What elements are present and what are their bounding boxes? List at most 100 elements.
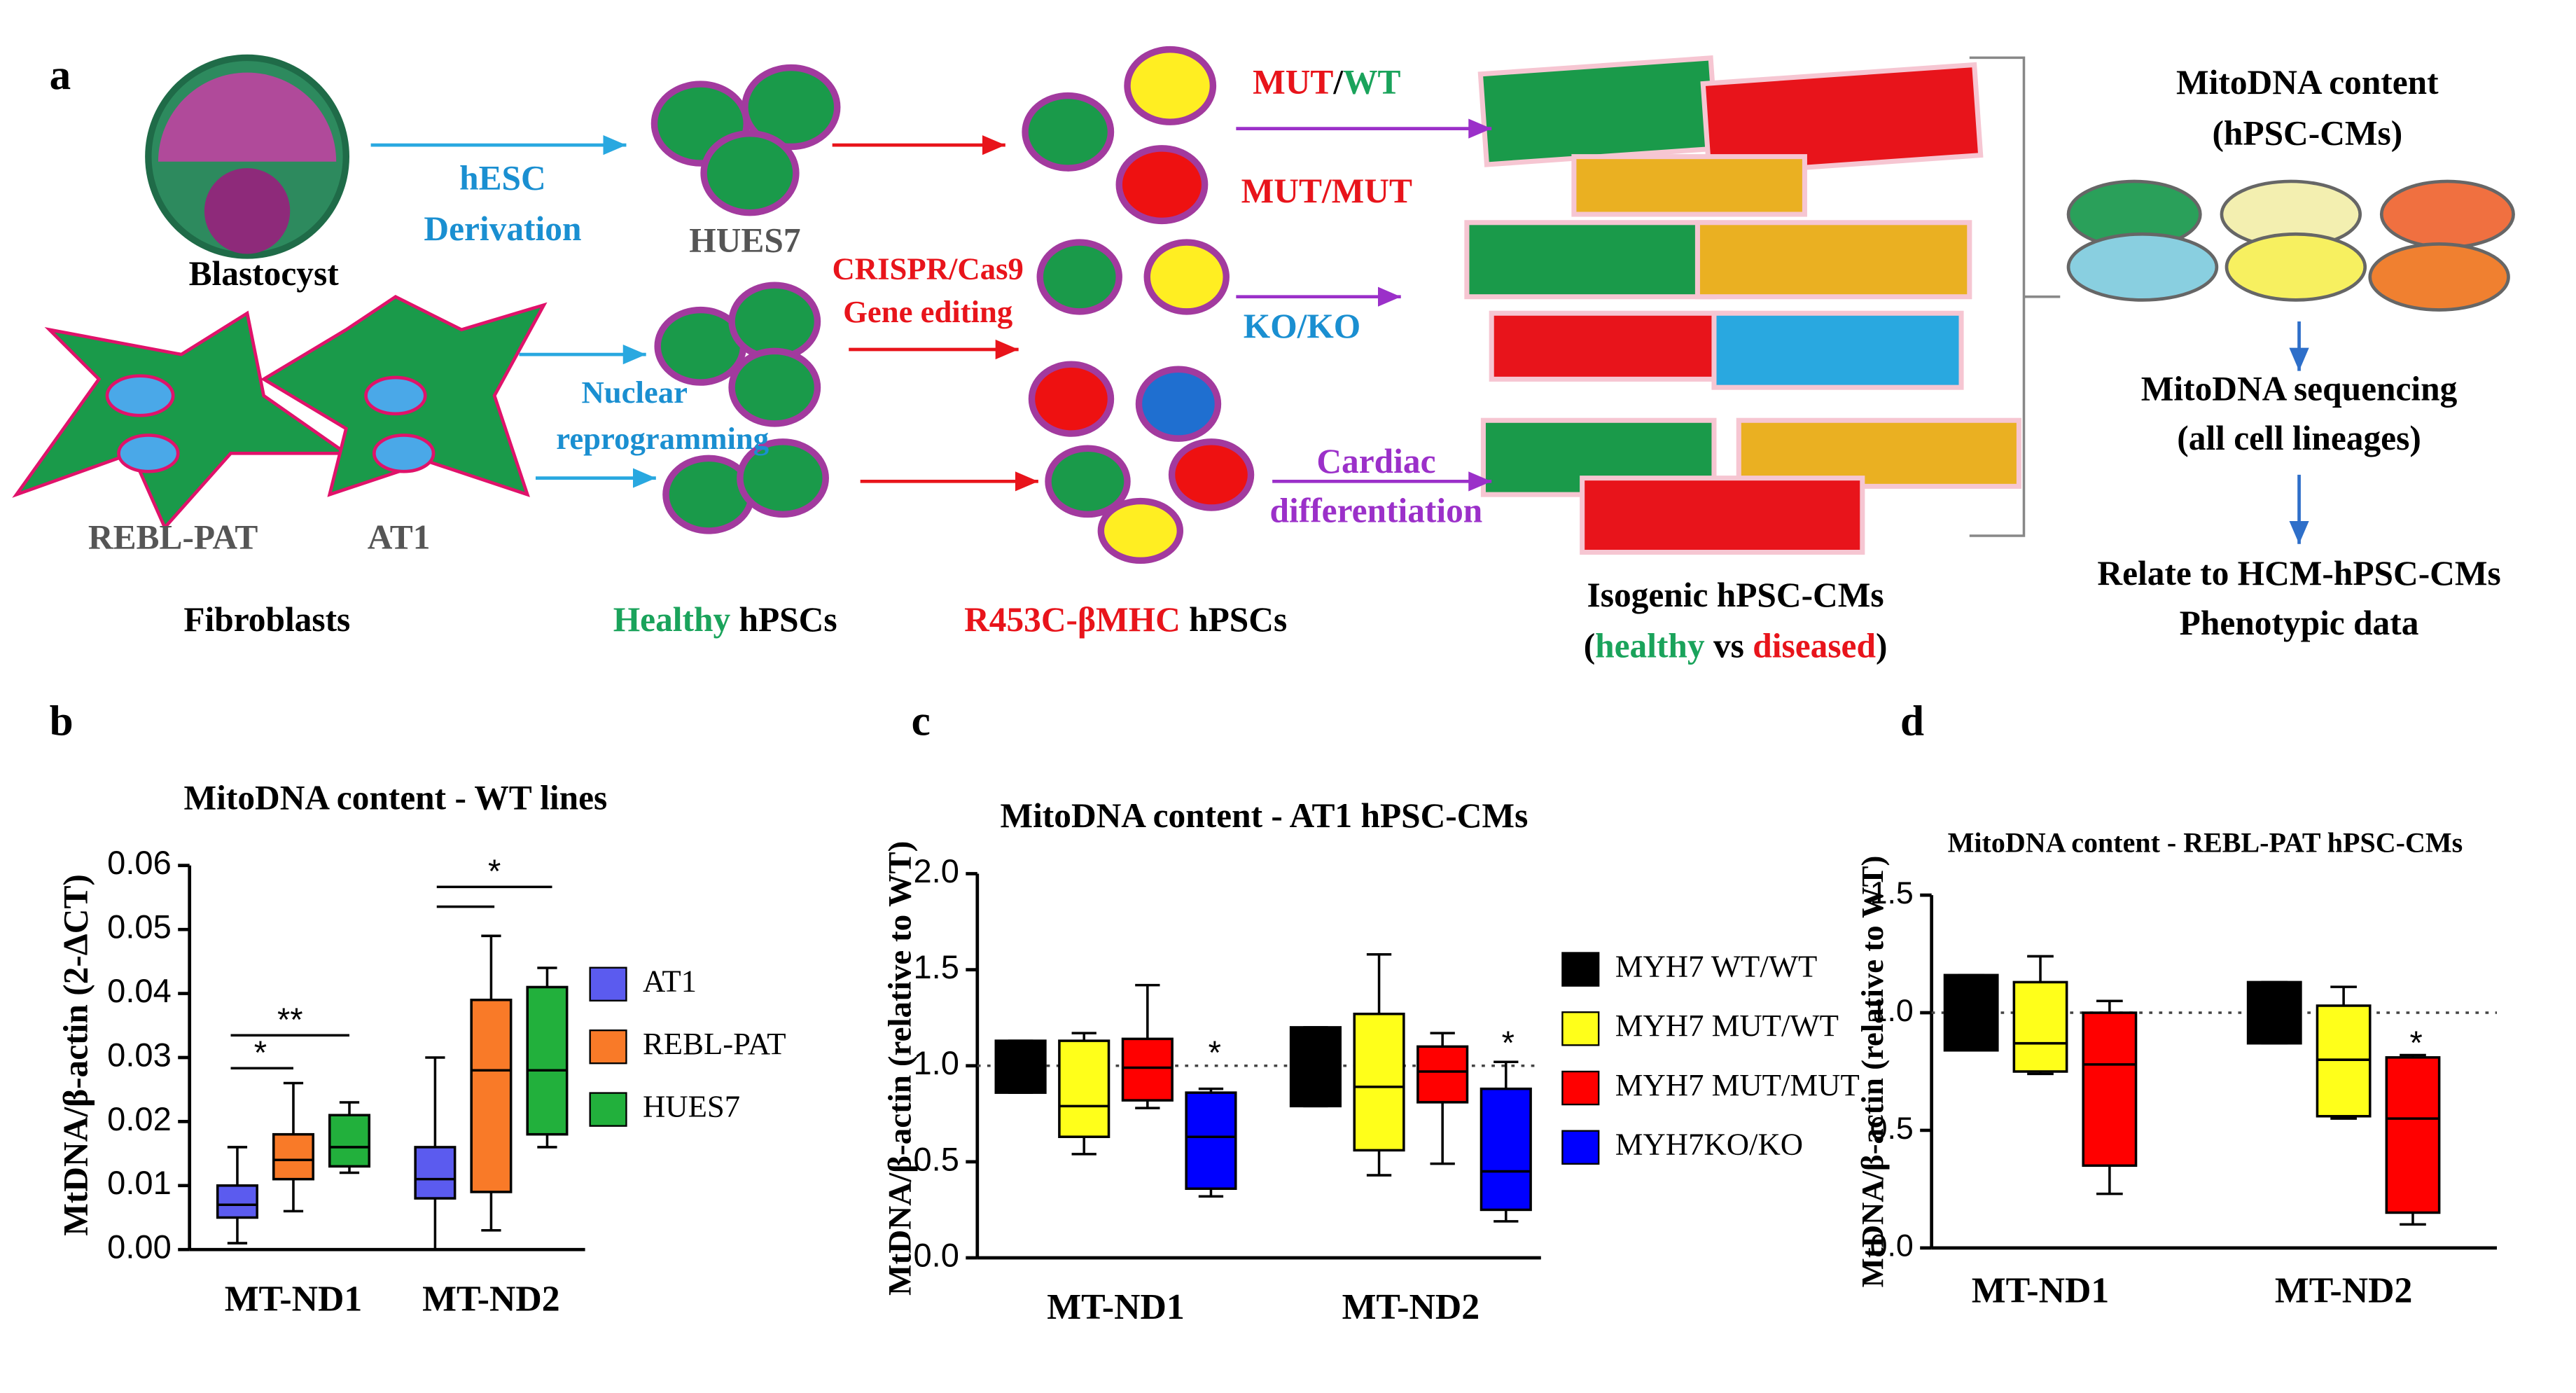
label: Nuclear bbox=[581, 375, 688, 410]
label: (all cell lineages) bbox=[2177, 419, 2421, 457]
legend-label: MYH7 MUT/MUT bbox=[1615, 1067, 1860, 1102]
arrows bbox=[370, 118, 2309, 544]
label: (healthy vs diseased) bbox=[1584, 627, 1888, 665]
y-tick-label: 0.00 bbox=[107, 1228, 172, 1266]
label: reprogramming bbox=[556, 421, 769, 456]
box bbox=[1058, 1039, 1111, 1138]
label: REBL-PAT bbox=[88, 518, 258, 556]
label: R453C-βMHC hPSCs bbox=[964, 600, 1287, 639]
blastocyst-icon bbox=[145, 54, 350, 259]
y-tick-label: 1.0 bbox=[1870, 994, 1914, 1028]
legend-label: AT1 bbox=[643, 964, 697, 999]
label: differentiation bbox=[1270, 492, 1483, 530]
y-tick-label: 2.0 bbox=[913, 852, 959, 889]
box bbox=[526, 985, 569, 1136]
x-tick-label: MT-ND2 bbox=[1342, 1287, 1480, 1327]
label: HUES7 bbox=[689, 221, 800, 260]
box-chart: b MitoDNA content - WT lines MtDNA/β-actin… bbox=[50, 698, 786, 1319]
legend-swatch bbox=[589, 1029, 627, 1065]
y-tick-label: 1.0 bbox=[913, 1044, 959, 1081]
label: MitoDNA sequencing bbox=[2141, 370, 2458, 408]
y-tick-label: 0.06 bbox=[107, 844, 172, 881]
y-axis-label: MtDNA/β-actin (relative to WT) bbox=[882, 841, 919, 1296]
y-tick-label: 0.01 bbox=[107, 1164, 172, 1201]
x-tick-label: MT-ND2 bbox=[422, 1279, 560, 1319]
label-part: / bbox=[1332, 63, 1344, 102]
panel-label: d bbox=[1900, 698, 1924, 745]
annotation: * bbox=[254, 1034, 267, 1071]
x-tick-label: MT-ND1 bbox=[1972, 1271, 2110, 1311]
panel-label: b bbox=[50, 698, 74, 745]
label-part: hPSCs bbox=[1181, 600, 1287, 639]
label-part: vs bbox=[1705, 627, 1753, 665]
box bbox=[1185, 1091, 1237, 1191]
chart-title: MitoDNA content - AT1 hPSC-CMs bbox=[1000, 796, 1528, 835]
annotation: * bbox=[488, 852, 501, 889]
box bbox=[1416, 1045, 1469, 1104]
y-axis-label: MtDNA/β-actin (relative to WT) bbox=[1855, 856, 1890, 1288]
mitochondria bbox=[2066, 179, 2515, 312]
label-part: R453C-βMHC bbox=[964, 600, 1181, 639]
legend-label: MYH7 MUT/WT bbox=[1615, 1008, 1839, 1043]
legend-label: MYH7 WT/WT bbox=[1615, 948, 1818, 983]
label: hESC bbox=[459, 158, 546, 197]
y-tick-label: 1.5 bbox=[913, 948, 959, 985]
annotation: * bbox=[2410, 1024, 2423, 1061]
y-tick-label: 0.03 bbox=[107, 1036, 172, 1073]
label-part: MUT bbox=[1253, 63, 1333, 102]
label-part: ( bbox=[1584, 627, 1595, 665]
annotation: * bbox=[1502, 1024, 1515, 1061]
label-part: diseased bbox=[1753, 627, 1876, 665]
label: Derivation bbox=[424, 209, 581, 248]
legend-swatch bbox=[589, 966, 627, 1002]
y-tick-label: 0.05 bbox=[107, 908, 172, 945]
label: AT1 bbox=[368, 518, 431, 556]
y-axis-label: MtDNA/β-actin (2-ΔCT) bbox=[56, 874, 95, 1236]
y-tick-label: 0.02 bbox=[107, 1100, 172, 1137]
annotation: ** bbox=[277, 1001, 303, 1038]
legend-swatch bbox=[1561, 1130, 1600, 1165]
label-part: hPSCs bbox=[730, 600, 837, 639]
legend-swatch bbox=[1561, 1011, 1600, 1046]
label: MUT/MUT bbox=[1241, 172, 1412, 210]
box bbox=[2012, 980, 2068, 1073]
box bbox=[216, 1184, 258, 1219]
label: Gene editing bbox=[843, 294, 1012, 329]
box-chart: d MitoDNA content - REBL-PAT hPSC-CMs MtDN… bbox=[1855, 698, 2498, 1311]
x-tick-label: MT-ND2 bbox=[2275, 1271, 2413, 1311]
y-tick-label: 0.5 bbox=[1870, 1111, 1914, 1146]
annotation: * bbox=[1209, 1034, 1221, 1071]
label: MUT/WT bbox=[1253, 63, 1400, 102]
panel-label: c bbox=[912, 698, 931, 745]
box bbox=[414, 1146, 457, 1200]
x-tick-label: MT-ND1 bbox=[1047, 1287, 1185, 1327]
label: Blastocyst bbox=[189, 254, 340, 293]
label: Cardiac bbox=[1316, 442, 1435, 480]
label: Phenotypic data bbox=[2180, 604, 2419, 642]
y-tick-label: 0.0 bbox=[1870, 1229, 1914, 1263]
y-tick-label: 1.5 bbox=[1870, 876, 1914, 910]
box bbox=[1121, 1037, 1174, 1102]
significance-brackets bbox=[230, 885, 552, 1070]
legend-label: REBL-PAT bbox=[643, 1026, 786, 1061]
box bbox=[1353, 1012, 1405, 1152]
box bbox=[272, 1132, 314, 1181]
chart-title: MitoDNA content - REBL-PAT hPSC-CMs bbox=[1948, 827, 2463, 859]
panel-a-texts: Blastocyst hESC Derivation HUES7 CRISPR/… bbox=[88, 63, 2501, 665]
legend-swatch bbox=[1561, 1070, 1600, 1106]
box bbox=[328, 1114, 371, 1168]
label: KO/KO bbox=[1244, 307, 1360, 345]
label: MitoDNA content bbox=[2176, 63, 2439, 102]
label-part: Healthy bbox=[613, 600, 731, 639]
x-tick-label: MT-ND1 bbox=[225, 1279, 363, 1319]
box bbox=[470, 998, 513, 1193]
legend-label: MYH7KO/KO bbox=[1615, 1127, 1803, 1162]
chart-title: MitoDNA content - WT lines bbox=[184, 778, 608, 817]
bracket bbox=[1969, 56, 2061, 537]
fibroblast-icons bbox=[12, 294, 548, 531]
label: (hPSC-CMs) bbox=[2212, 114, 2402, 153]
panel-a: a Blastocyst hESC Derivation HUES7 CRISP… bbox=[12, 46, 2515, 665]
cardiomyocytes bbox=[1464, 55, 2021, 555]
label: CRISPR/Cas9 bbox=[833, 251, 1024, 286]
